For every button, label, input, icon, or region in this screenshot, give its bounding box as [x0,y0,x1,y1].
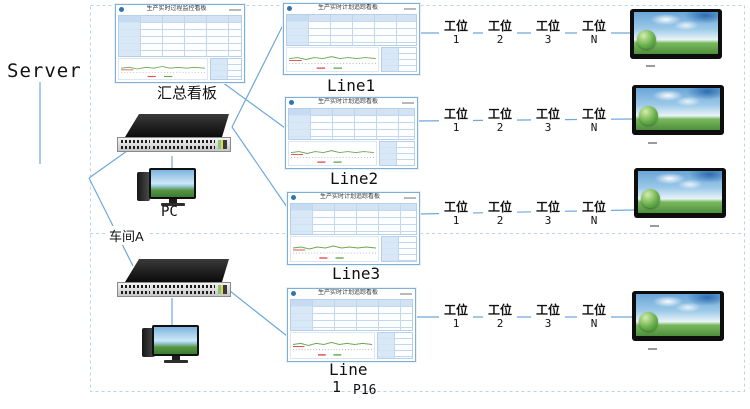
green-globe-icon [637,30,656,49]
board-side-table [379,141,415,166]
board-logo-icon [291,291,296,296]
tv2-caption-dash [648,142,657,144]
pc2-tower [142,328,155,357]
board-logo-icon [287,6,292,11]
board-title: 生产实时计划追踪看板 [319,194,380,200]
station-row2-2: 工位 2 [483,108,517,134]
board-logo-icon [291,195,296,200]
line1-dashboard-board: 生产实时计划追踪看板 [283,3,420,75]
server-label: Server [7,60,82,82]
board-side-table [377,332,413,359]
board-meta-dash [229,8,241,11]
board-side-table [381,236,417,262]
station-row4-1: 工位 1 [439,304,473,330]
summary-board-label: 汇总看板 [157,85,218,102]
station-row2-3: 工位 3 [531,108,565,134]
switch-top [125,259,229,282]
board-meta-dash [402,101,414,104]
station-row2-1: 工位 1 [439,108,473,134]
green-globe-icon [639,106,658,125]
board-header: 生产实时计划追踪看板 [284,4,419,13]
workshop-a-label: 车间A [106,226,147,245]
tv-display-3 [634,168,726,218]
station-row3-3: 工位 3 [531,201,565,227]
board-side-table [381,47,417,72]
board-data-table [288,108,415,140]
uplink-leds-icon [217,285,227,294]
station-row1-n: 工位 N [577,20,611,46]
switch-ports-panel [117,282,231,297]
station-row3-2: 工位 2 [483,201,517,227]
board-header: 生产实时过程监控看板 [116,5,244,14]
board-title: 生产实时计划追踪看板 [317,5,378,11]
board-header: 生产实时计划追踪看板 [288,193,419,202]
tv-display-4 [632,291,724,341]
board-header: 生产实时计划追踪看板 [288,289,415,298]
board-trend-chart [288,141,377,166]
board-meta-dash [400,292,412,295]
board-title: 生产实时过程监控看板 [146,6,207,12]
station-row1-2: 工位 2 [483,20,517,46]
green-globe-icon [641,189,660,208]
tv3-caption-dash [650,225,659,227]
board-meta-dash [404,7,416,10]
page-label: P16 [353,383,377,398]
station-row3-n: 工位 N [577,201,611,227]
network-switch-2 [117,259,231,298]
board-trend-chart [286,47,379,72]
green-globe-icon [639,312,658,331]
board-data-table [286,14,417,46]
board-meta-dash [404,196,416,199]
tv4-caption-dash [648,348,657,350]
station-row1-1: 工位 1 [439,20,473,46]
board-trend-chart [118,58,208,80]
switch-top [125,114,229,137]
board-header: 生产实时计划追踪看板 [286,98,417,107]
board-data-table [118,15,242,57]
board-logo-icon [289,100,294,105]
pc2-monitor [152,325,199,363]
network-switch-1 [117,114,231,153]
board-trend-chart [290,236,379,262]
station-row2-n: 工位 N [577,108,611,134]
line2-label: Line2 [330,169,379,188]
line4-number: 1 [332,378,342,396]
board-side-table [210,58,242,80]
switch-ports-panel [117,137,231,152]
board-title: 生产实时计划追踪看板 [317,290,378,296]
board-logo-icon [119,7,124,12]
uplink-leds-icon [217,140,227,149]
station-row4-3: 工位 3 [531,304,565,330]
line1-label: Line1 [327,76,376,95]
board-title: 生产实时计划追踪看板 [317,99,378,105]
station-row1-3: 工位 3 [531,20,565,46]
line4-dashboard-board: 生产实时计划追踪看板 [287,288,416,362]
line3-label: Line3 [332,264,381,283]
line4-label: Line [329,360,368,379]
board-trend-chart [290,332,375,359]
line3-dashboard-board: 生产实时计划追踪看板 [287,192,420,265]
board-data-table [290,203,417,235]
station-row3-1: 工位 1 [439,201,473,227]
tv-display-2 [632,85,724,135]
tv1-caption-dash [646,65,655,67]
board-data-table [290,299,413,331]
summary-dashboard-board: 生产实时过程监控看板 [115,4,245,83]
station-row4-n: 工位 N [577,304,611,330]
line2-dashboard-board: 生产实时计划追踪看板 [285,97,418,169]
pc-tower [137,172,150,201]
tv-display-1 [630,9,722,59]
pc-label: PC [161,204,178,220]
pc-monitor [149,168,196,206]
station-row4-2: 工位 2 [483,304,517,330]
